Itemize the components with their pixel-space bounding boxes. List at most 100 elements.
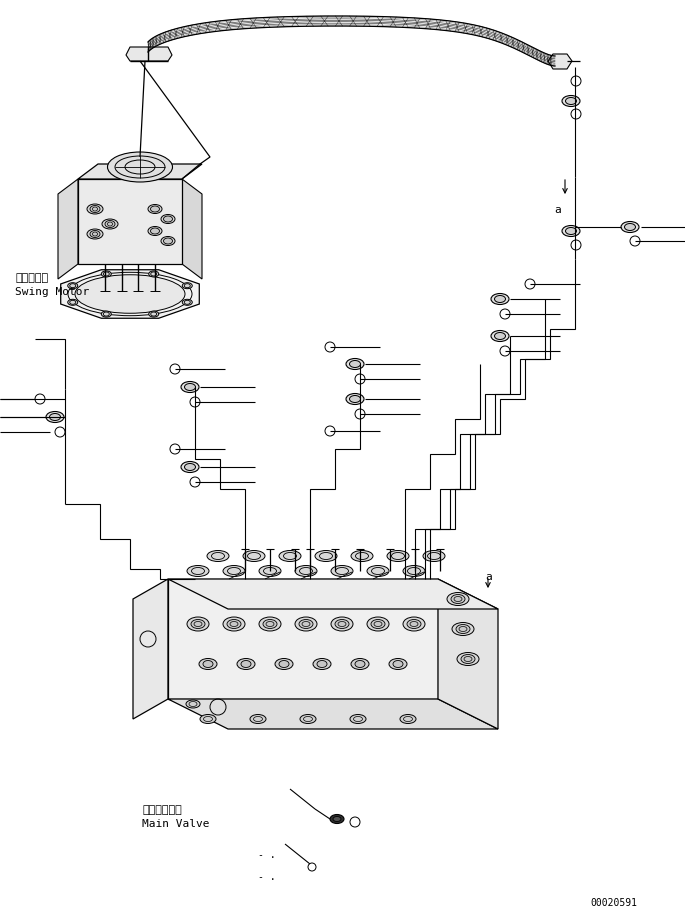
Ellipse shape: [187, 566, 209, 577]
Ellipse shape: [331, 566, 353, 577]
Ellipse shape: [49, 414, 60, 421]
Text: Main Valve: Main Valve: [142, 818, 210, 828]
Ellipse shape: [90, 206, 100, 213]
Polygon shape: [182, 179, 202, 280]
Ellipse shape: [371, 619, 385, 629]
Ellipse shape: [491, 294, 509, 305]
Polygon shape: [438, 579, 498, 729]
Ellipse shape: [355, 660, 365, 668]
Ellipse shape: [241, 660, 251, 668]
Ellipse shape: [87, 205, 103, 215]
Ellipse shape: [403, 566, 425, 577]
Ellipse shape: [187, 618, 209, 631]
Text: a: a: [554, 205, 561, 215]
Ellipse shape: [184, 464, 195, 471]
Ellipse shape: [161, 237, 175, 246]
Text: 旋回モータ: 旋回モータ: [15, 272, 48, 282]
Ellipse shape: [349, 396, 360, 403]
Ellipse shape: [149, 312, 159, 318]
Ellipse shape: [259, 618, 281, 631]
Ellipse shape: [317, 660, 327, 668]
Polygon shape: [78, 165, 202, 179]
Ellipse shape: [447, 593, 469, 606]
Ellipse shape: [279, 660, 289, 668]
Ellipse shape: [315, 551, 337, 562]
Ellipse shape: [367, 618, 389, 631]
Ellipse shape: [102, 220, 118, 230]
Ellipse shape: [186, 701, 200, 708]
Ellipse shape: [90, 231, 100, 239]
Ellipse shape: [367, 566, 389, 577]
Ellipse shape: [300, 715, 316, 723]
Ellipse shape: [389, 659, 407, 670]
Ellipse shape: [191, 619, 205, 629]
Ellipse shape: [351, 551, 373, 562]
Ellipse shape: [452, 623, 474, 636]
Ellipse shape: [313, 659, 331, 670]
Ellipse shape: [562, 97, 580, 107]
Ellipse shape: [279, 551, 301, 562]
Ellipse shape: [335, 619, 349, 629]
Text: a: a: [485, 571, 492, 581]
Ellipse shape: [491, 331, 509, 343]
Ellipse shape: [101, 271, 111, 278]
Ellipse shape: [423, 551, 445, 562]
Ellipse shape: [566, 98, 577, 106]
Ellipse shape: [161, 215, 175, 224]
Ellipse shape: [351, 659, 369, 670]
Ellipse shape: [151, 207, 160, 213]
Ellipse shape: [105, 221, 115, 229]
Ellipse shape: [461, 655, 475, 664]
Ellipse shape: [149, 271, 159, 278]
Ellipse shape: [237, 659, 255, 670]
Ellipse shape: [295, 618, 317, 631]
Ellipse shape: [87, 230, 103, 240]
Text: - .: - .: [258, 871, 275, 881]
Ellipse shape: [223, 618, 245, 631]
Ellipse shape: [75, 275, 185, 314]
Ellipse shape: [562, 226, 580, 237]
Ellipse shape: [566, 229, 577, 235]
Ellipse shape: [495, 333, 506, 340]
Ellipse shape: [259, 566, 281, 577]
Ellipse shape: [182, 300, 192, 306]
Ellipse shape: [203, 660, 213, 668]
Polygon shape: [168, 579, 498, 609]
Ellipse shape: [625, 224, 636, 231]
Ellipse shape: [184, 384, 195, 391]
Ellipse shape: [350, 715, 366, 723]
Ellipse shape: [346, 359, 364, 370]
Ellipse shape: [349, 361, 360, 368]
Polygon shape: [58, 179, 78, 280]
Ellipse shape: [68, 300, 77, 306]
Ellipse shape: [207, 551, 229, 562]
Ellipse shape: [330, 814, 344, 824]
Ellipse shape: [331, 618, 353, 631]
Polygon shape: [168, 579, 438, 700]
Ellipse shape: [333, 816, 341, 822]
Ellipse shape: [456, 625, 470, 634]
Text: メインバルブ: メインバルブ: [142, 804, 182, 814]
Ellipse shape: [68, 283, 77, 290]
Ellipse shape: [148, 227, 162, 236]
Polygon shape: [78, 179, 182, 265]
Ellipse shape: [101, 312, 111, 318]
Ellipse shape: [275, 659, 293, 670]
Ellipse shape: [295, 566, 317, 577]
Text: 00020591: 00020591: [590, 897, 637, 907]
Polygon shape: [126, 48, 172, 62]
Ellipse shape: [181, 382, 199, 393]
Ellipse shape: [148, 205, 162, 214]
Ellipse shape: [151, 229, 160, 235]
Ellipse shape: [243, 551, 265, 562]
Text: - .: - .: [258, 849, 275, 859]
Ellipse shape: [451, 595, 465, 604]
Ellipse shape: [299, 619, 313, 629]
Ellipse shape: [164, 239, 173, 245]
Ellipse shape: [250, 715, 266, 723]
Polygon shape: [168, 700, 498, 729]
Ellipse shape: [393, 660, 403, 668]
Ellipse shape: [407, 619, 421, 629]
Polygon shape: [548, 55, 572, 70]
Polygon shape: [61, 271, 199, 319]
